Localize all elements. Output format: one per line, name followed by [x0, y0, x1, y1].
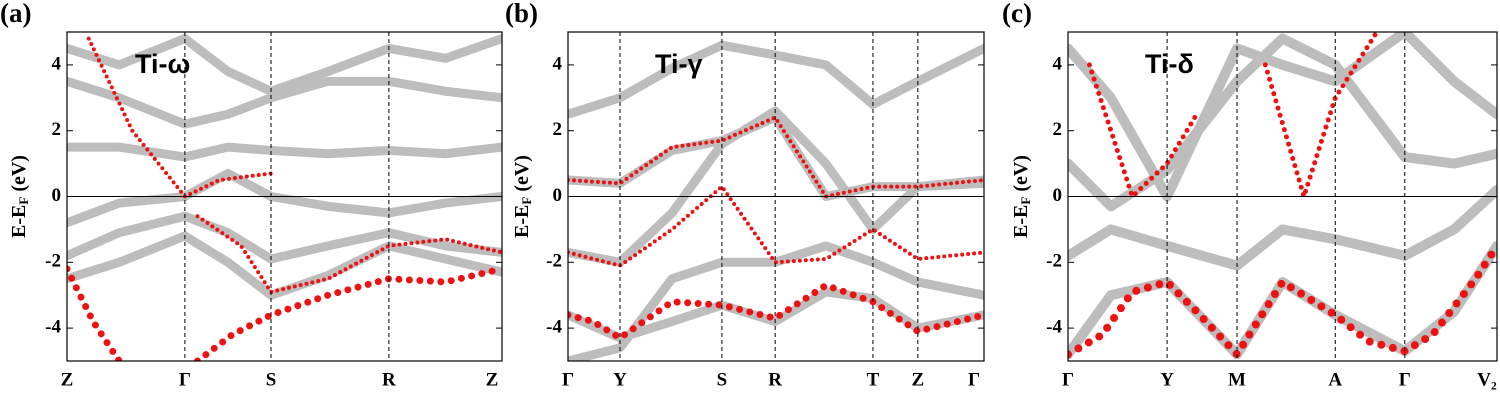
y-axis-label-unit: (eV): [1010, 155, 1032, 197]
chart-title: Ti-ω: [135, 49, 190, 79]
x-tick-label: R: [768, 369, 782, 390]
projected-band: [568, 281, 984, 342]
y-axis-label-main: E-E: [8, 205, 30, 238]
x-tick-label: Z: [61, 369, 74, 390]
y-tick-label: 2: [1053, 119, 1063, 140]
y-tick-label: -2: [1046, 251, 1062, 272]
x-tick-label: T: [867, 369, 880, 390]
y-axis-label: E-EF (eV): [8, 155, 31, 238]
projected-band: [1086, 62, 1200, 199]
y-tick-label: 2: [52, 119, 62, 140]
chart-title: Ti-δ: [1145, 49, 1194, 79]
y-tick-label: -2: [45, 251, 61, 272]
projected-band: [568, 184, 984, 268]
band: [67, 168, 502, 228]
y-tick-label: -4: [1046, 316, 1062, 337]
projected-band: [67, 265, 123, 361]
y-tick-label: 0: [52, 185, 62, 206]
projected-band: [1262, 32, 1380, 199]
x-tick-label: Z: [486, 369, 499, 390]
x-tick-label: S: [266, 369, 277, 390]
x-tick-label: M: [1228, 369, 1246, 390]
y-tick-label: 4: [52, 53, 62, 74]
chart-title: Ti-γ: [655, 49, 703, 79]
panel-label: (a): [0, 0, 31, 28]
y-axis-label-sub: F: [16, 197, 31, 205]
projected-band: [1068, 241, 1497, 359]
y-axis-label-main: E-E: [511, 205, 533, 238]
band: [568, 40, 984, 119]
projected-band: [195, 214, 502, 294]
x-tick-label: S: [717, 369, 728, 390]
projected-band: [194, 265, 502, 361]
x-tick-label: Γ: [968, 369, 980, 390]
x-tick-label: V₂: [1477, 369, 1497, 390]
x-tick-label: Γ: [562, 369, 574, 390]
x-tick-label: Y: [1160, 369, 1174, 390]
y-axis-label-unit: (eV): [8, 155, 30, 197]
band: [1068, 184, 1497, 271]
y-tick-label: -2: [546, 251, 562, 272]
y-tick-label: -4: [45, 316, 61, 337]
x-tick-label: Y: [613, 369, 627, 390]
y-axis-label-sub: F: [1018, 197, 1033, 205]
y-tick-label: 4: [1053, 53, 1063, 74]
y-tick-label: 2: [553, 119, 563, 140]
y-tick-label: -4: [546, 316, 562, 337]
x-tick-label: R: [382, 369, 396, 390]
plot-area: [1068, 32, 1497, 360]
band: [67, 231, 502, 300]
y-axis-label: E-EF (eV): [511, 155, 534, 238]
y-tick-label: 0: [553, 185, 563, 206]
panel-label: (c): [1002, 0, 1032, 28]
plot-frame: [1067, 31, 1498, 362]
band: [1068, 240, 1497, 360]
x-tick-label: Γ: [179, 369, 191, 390]
y-tick-label: 0: [1053, 185, 1063, 206]
band: [67, 34, 502, 96]
x-tick-label: Γ: [1062, 369, 1074, 390]
band: [1068, 32, 1497, 202]
x-tick-label: Γ: [1399, 369, 1411, 390]
plot-frame: [567, 31, 985, 362]
panel-label: (b): [505, 0, 538, 28]
y-axis-label-unit: (eV): [511, 155, 533, 197]
plot-area: [568, 40, 984, 361]
y-axis-label-sub: F: [519, 197, 534, 205]
y-axis-label-main: E-E: [1010, 205, 1032, 238]
plot-area: [67, 34, 502, 361]
x-tick-label: A: [1328, 369, 1342, 390]
projected-band: [568, 115, 984, 199]
band: [67, 142, 502, 162]
y-axis-label: E-EF (eV): [1010, 155, 1033, 238]
plot-frame: [66, 31, 503, 362]
y-tick-label: 4: [553, 53, 563, 74]
x-tick-label: Z: [912, 369, 925, 390]
